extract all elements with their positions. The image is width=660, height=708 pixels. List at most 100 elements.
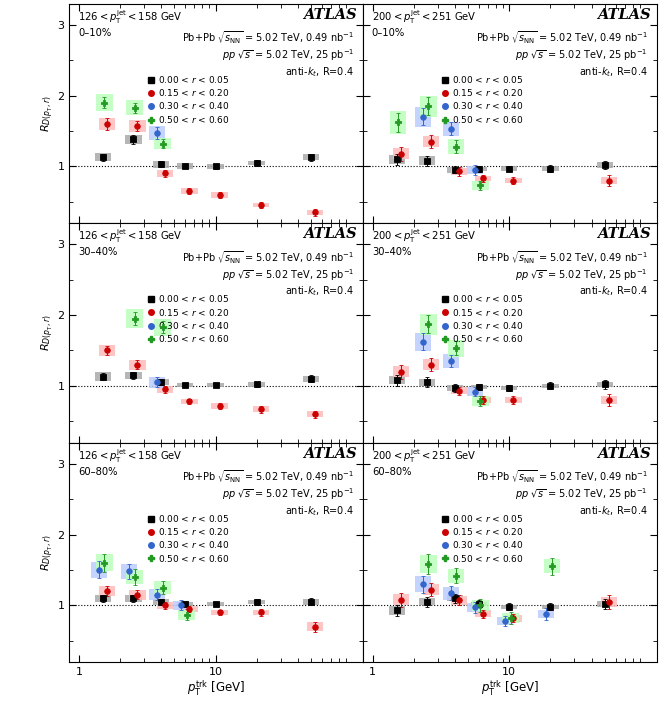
Bar [448, 340, 465, 357]
Text: $126 < p_\mathrm{T}^\mathrm{jet} < 158$ GeV: $126 < p_\mathrm{T}^\mathrm{jet} < 158$ … [78, 8, 183, 25]
Legend: 0.00 < $r$ < 0.05, 0.15 < $r$ < 0.20, 0.30 < $r$ < 0.40, 0.50 < $r$ < 0.60: 0.00 < $r$ < 0.05, 0.15 < $r$ < 0.20, 0.… [441, 293, 523, 344]
Bar [423, 584, 440, 595]
Bar [181, 399, 197, 404]
Bar [451, 387, 467, 394]
Bar [501, 605, 517, 609]
Bar [467, 166, 483, 174]
Text: ATLAS: ATLAS [304, 8, 357, 22]
Bar [121, 564, 137, 579]
Bar [447, 385, 463, 391]
Bar [472, 396, 488, 406]
Bar [501, 166, 517, 171]
Bar [127, 100, 143, 115]
Bar [601, 396, 617, 404]
Bar [419, 598, 435, 605]
Bar [125, 595, 141, 602]
Bar [423, 136, 440, 147]
X-axis label: $p_{\mathrm{T}}^{\mathrm{trk}}$ [GeV]: $p_{\mathrm{T}}^{\mathrm{trk}}$ [GeV] [480, 678, 539, 697]
Bar [249, 161, 265, 165]
Bar [149, 377, 165, 388]
Text: $200 < p_\mathrm{T}^\mathrm{jet} < 251$ GeV: $200 < p_\mathrm{T}^\mathrm{jet} < 251$ … [372, 8, 477, 25]
Bar [451, 596, 467, 605]
Bar [99, 345, 116, 356]
Bar [475, 397, 491, 403]
Bar [467, 387, 483, 396]
Text: $200 < p_\mathrm{T}^\mathrm{jet} < 251$ GeV: $200 < p_\mathrm{T}^\mathrm{jet} < 251$ … [372, 227, 477, 245]
Bar [127, 309, 143, 328]
Bar [538, 610, 554, 618]
Text: 0–10%: 0–10% [78, 28, 112, 38]
Bar [129, 590, 146, 600]
Legend: 0.00 < $r$ < 0.05, 0.15 < $r$ < 0.20, 0.30 < $r$ < 0.40, 0.50 < $r$ < 0.60: 0.00 < $r$ < 0.05, 0.15 < $r$ < 0.20, 0.… [147, 74, 230, 125]
Bar [178, 610, 195, 620]
Bar [414, 576, 431, 592]
Text: $pp$ $\sqrt{s}$ = 5.02 TeV, 25 pb$^{-1}$: $pp$ $\sqrt{s}$ = 5.02 TeV, 25 pb$^{-1}$ [515, 47, 648, 63]
Bar [447, 595, 463, 601]
Legend: 0.00 < $r$ < 0.05, 0.15 < $r$ < 0.20, 0.30 < $r$ < 0.40, 0.50 < $r$ < 0.60: 0.00 < $r$ < 0.05, 0.15 < $r$ < 0.20, 0.… [147, 293, 230, 344]
Bar [177, 383, 193, 387]
Text: anti-$k_t$, R=0.4: anti-$k_t$, R=0.4 [285, 285, 354, 298]
Bar [420, 96, 436, 117]
Bar [423, 359, 440, 370]
Text: anti-$k_t$, R=0.4: anti-$k_t$, R=0.4 [285, 504, 354, 518]
Bar [99, 118, 116, 130]
Bar [96, 94, 113, 111]
Y-axis label: $R_{D(p_{\mathrm{T}},r)}$: $R_{D(p_{\mathrm{T}},r)}$ [40, 95, 56, 132]
Bar [177, 602, 193, 606]
Bar [253, 610, 269, 615]
Bar [207, 383, 224, 387]
Text: 60–80%: 60–80% [372, 467, 411, 476]
Bar [414, 333, 431, 351]
Bar [419, 379, 435, 386]
Bar [153, 599, 170, 605]
Text: anti-$k_t$, R=0.4: anti-$k_t$, R=0.4 [579, 504, 648, 518]
Bar [389, 376, 405, 384]
Bar [303, 599, 319, 605]
Bar [414, 107, 431, 127]
Bar [129, 120, 146, 132]
Text: ATLAS: ATLAS [304, 227, 357, 241]
Bar [153, 161, 170, 168]
Text: $pp$ $\sqrt{s}$ = 5.02 TeV, 25 pb$^{-1}$: $pp$ $\sqrt{s}$ = 5.02 TeV, 25 pb$^{-1}$ [515, 486, 648, 502]
Bar [211, 192, 228, 198]
Bar [419, 156, 435, 165]
Text: 30–40%: 30–40% [372, 247, 411, 257]
Bar [157, 170, 174, 177]
Text: ATLAS: ATLAS [597, 447, 651, 461]
Bar [125, 372, 141, 379]
Bar [451, 168, 467, 175]
Text: 30–40%: 30–40% [78, 247, 117, 257]
Bar [127, 570, 143, 584]
Bar [471, 167, 487, 171]
Bar [99, 586, 116, 596]
Bar [154, 319, 171, 336]
Bar [307, 622, 323, 631]
Y-axis label: $R_{D(p_{\mathrm{T}},r)}$: $R_{D(p_{\mathrm{T}},r)}$ [40, 534, 56, 571]
Bar [149, 589, 165, 600]
Bar [95, 372, 111, 381]
Bar [129, 360, 146, 370]
Bar [249, 600, 265, 604]
Text: ATLAS: ATLAS [597, 227, 651, 241]
Bar [497, 617, 513, 625]
Bar [211, 610, 228, 615]
Text: 0–10%: 0–10% [372, 28, 405, 38]
Bar [472, 600, 488, 611]
Text: Pb+Pb $\sqrt{s_{\mathrm{NN}}}$ = 5.02 TeV, 0.49 nb$^{-1}$: Pb+Pb $\sqrt{s_{\mathrm{NN}}}$ = 5.02 Te… [476, 249, 648, 266]
Legend: 0.00 < $r$ < 0.05, 0.15 < $r$ < 0.20, 0.30 < $r$ < 0.40, 0.50 < $r$ < 0.60: 0.00 < $r$ < 0.05, 0.15 < $r$ < 0.20, 0.… [147, 513, 230, 564]
Bar [420, 555, 436, 573]
Text: Pb+Pb $\sqrt{s_{\mathrm{NN}}}$ = 5.02 TeV, 0.49 nb$^{-1}$: Pb+Pb $\sqrt{s_{\mathrm{NN}}}$ = 5.02 Te… [476, 30, 648, 46]
Bar [471, 602, 487, 606]
Text: $pp$ $\sqrt{s}$ = 5.02 TeV, 25 pb$^{-1}$: $pp$ $\sqrt{s}$ = 5.02 TeV, 25 pb$^{-1}$ [222, 47, 354, 63]
Text: Pb+Pb $\sqrt{s_{\mathrm{NN}}}$ = 5.02 TeV, 0.49 nb$^{-1}$: Pb+Pb $\sqrt{s_{\mathrm{NN}}}$ = 5.02 Te… [182, 30, 354, 46]
Bar [393, 594, 409, 605]
Bar [505, 615, 521, 622]
Bar [475, 176, 491, 181]
Bar [443, 122, 459, 136]
Bar [505, 178, 521, 183]
Legend: 0.00 < $r$ < 0.05, 0.15 < $r$ < 0.20, 0.30 < $r$ < 0.40, 0.50 < $r$ < 0.60: 0.00 < $r$ < 0.05, 0.15 < $r$ < 0.20, 0.… [441, 74, 523, 125]
Bar [390, 111, 407, 134]
Bar [472, 181, 488, 190]
Text: ATLAS: ATLAS [597, 8, 651, 22]
Bar [157, 386, 174, 393]
